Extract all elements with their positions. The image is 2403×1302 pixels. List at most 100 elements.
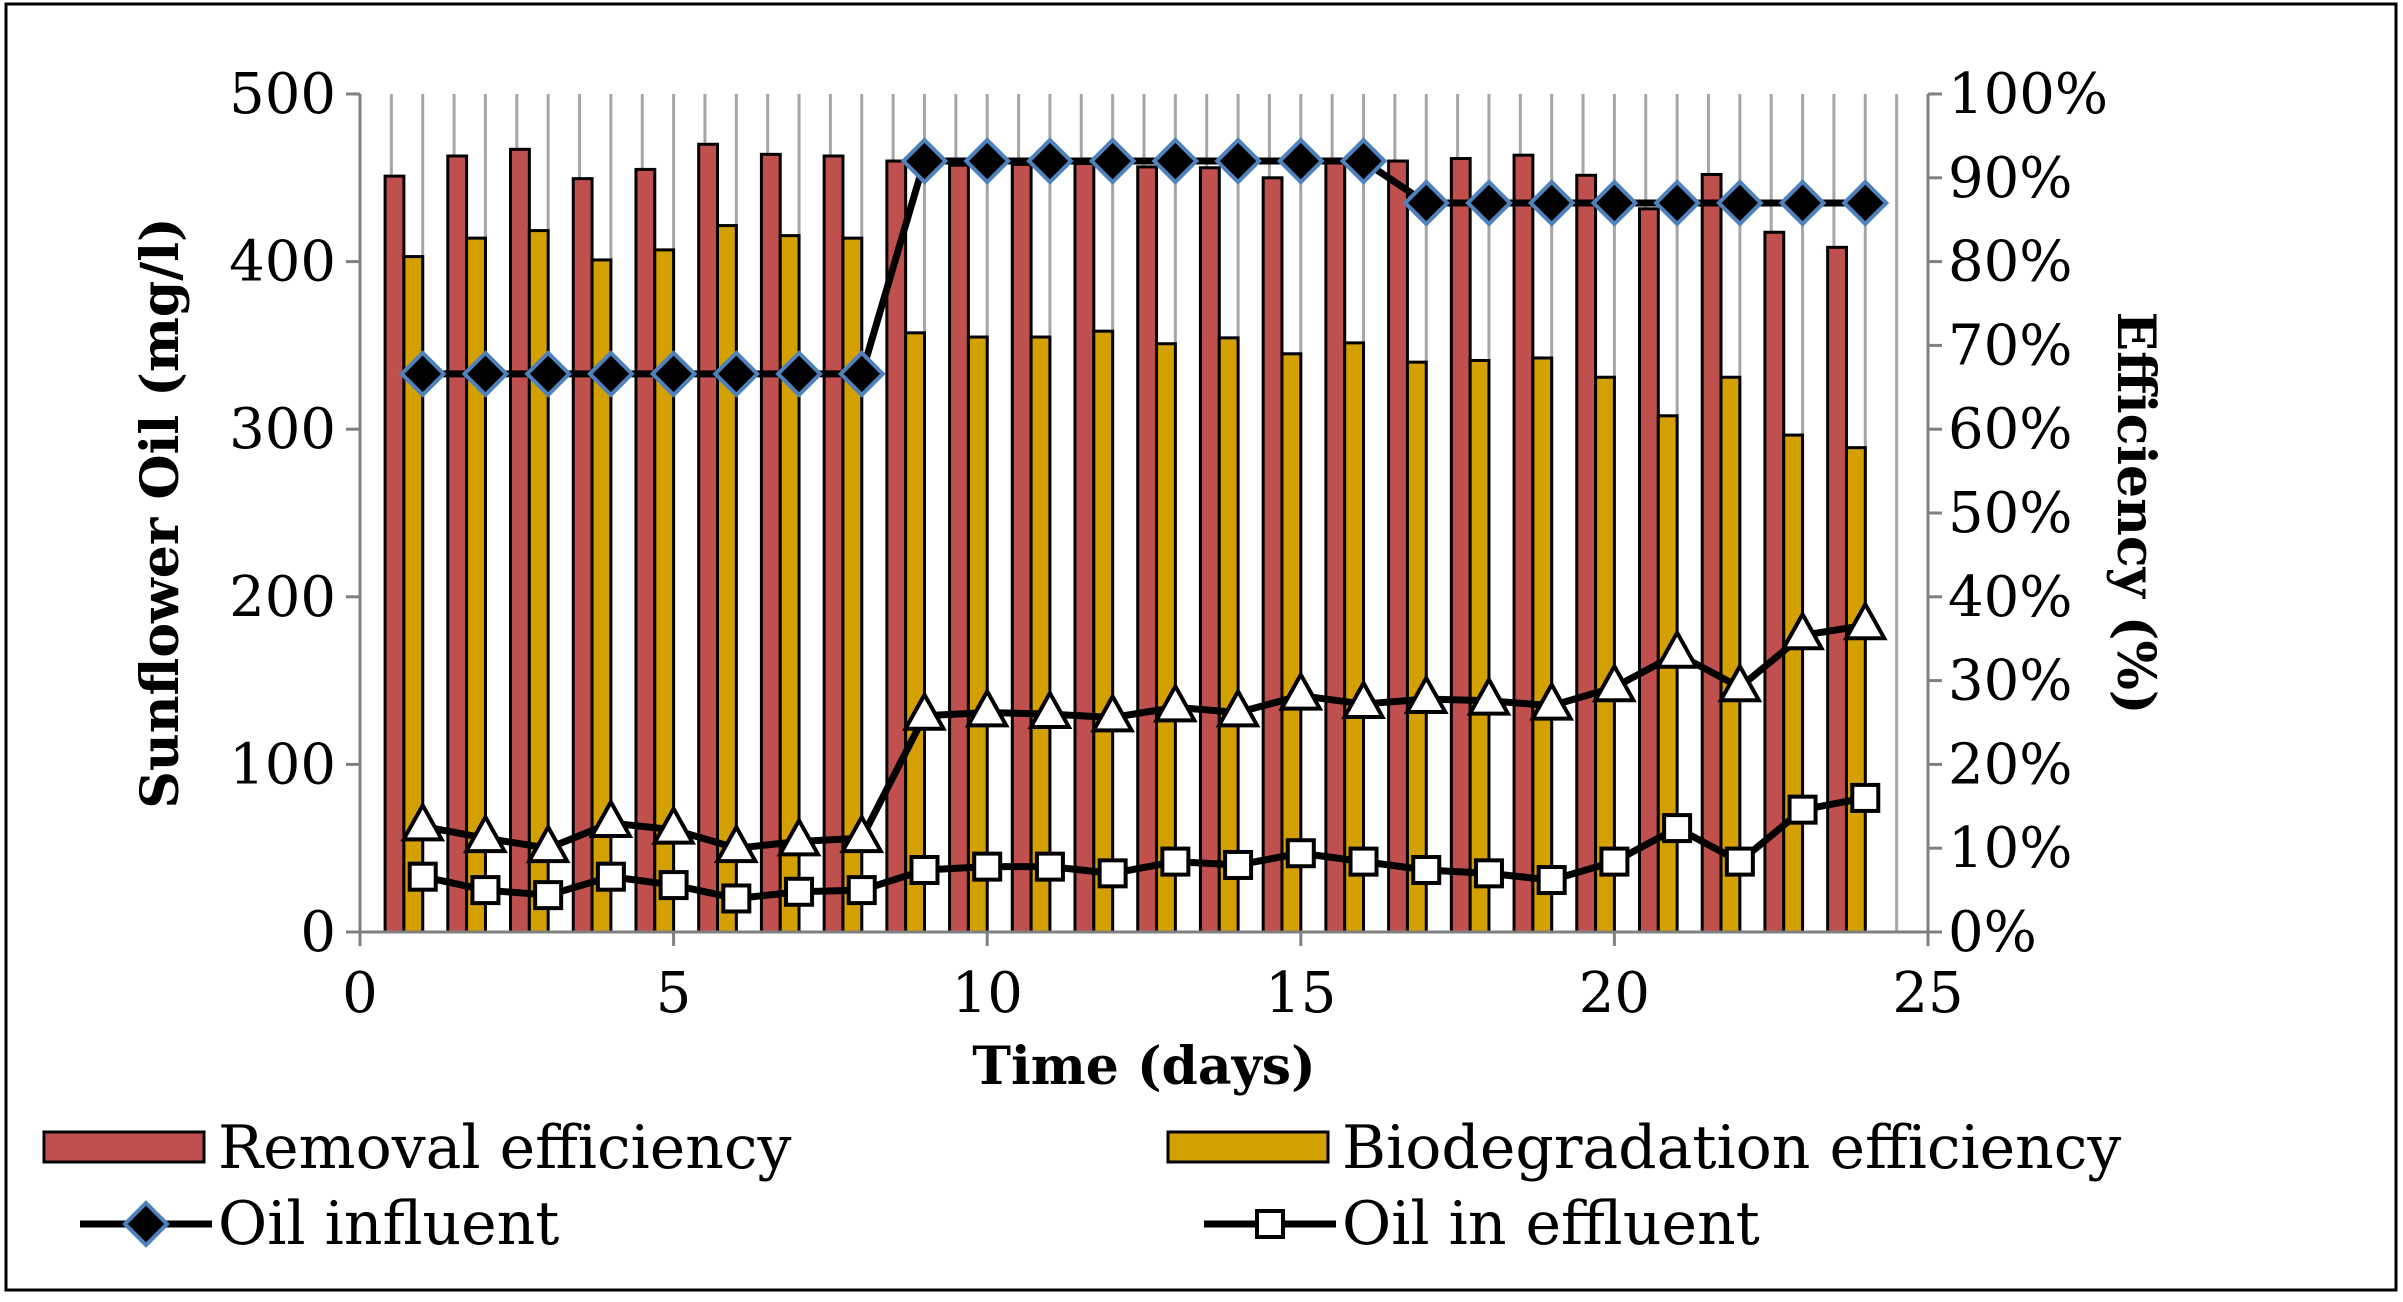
- legend-oil-influent-marker: [122, 1200, 170, 1248]
- left-axis-title: Sunflower Oil (mg/l): [130, 217, 191, 808]
- oil-triangle-series-point: [839, 812, 885, 854]
- oil-in-effluent-point: [407, 861, 438, 892]
- oil-in-effluent-point: [533, 880, 564, 911]
- oil-triangle-series-point: [588, 797, 634, 838]
- oil-in-effluent-point: [658, 870, 689, 901]
- oil-in-effluent-point: [1348, 846, 1379, 877]
- removal-efficiency-bar: [1575, 173, 1598, 934]
- removal-efficiency-bar: [634, 167, 657, 934]
- biodegradation-efficiency-bar: [1343, 341, 1366, 934]
- oil-triangle-series-point: [463, 812, 508, 854]
- oil-in-effluent-point: [1662, 813, 1693, 844]
- right-tick-label: 70%: [1948, 313, 2072, 378]
- x-tick-label: 15: [1265, 961, 1336, 1026]
- biodegradation-efficiency-bar: [1405, 360, 1428, 934]
- oil-influent-point: [1402, 179, 1451, 227]
- oil-in-effluent-point: [972, 851, 1003, 882]
- oil-in-effluent-point: [1411, 854, 1442, 885]
- oil-triangle-series-point: [1780, 610, 1825, 651]
- biodegradation-efficiency-bar: [527, 229, 550, 934]
- oil-influent-point: [1339, 137, 1388, 185]
- oil-triangle-series-point: [1278, 670, 1324, 711]
- removal-efficiency-bar: [571, 177, 594, 934]
- oil-triangle-series-point: [651, 804, 697, 845]
- right-tick-label: 30%: [1948, 649, 2072, 714]
- oil-in-effluent-point: [784, 876, 815, 907]
- right-tick-label: 0%: [1948, 900, 2037, 965]
- oil-triangle-series-point: [1654, 628, 1700, 669]
- oil-triangle-series-point: [1152, 682, 1198, 723]
- legend-biodegradation-efficiency-swatch: [1166, 1130, 1330, 1164]
- oil-triangle-series-point: [776, 816, 822, 857]
- biodegradation-efficiency-bar: [1844, 446, 1867, 934]
- right-tick-label: 60%: [1948, 397, 2072, 462]
- removal-efficiency-bar: [1136, 165, 1159, 934]
- oil-in-effluent-point: [846, 875, 877, 906]
- oil-influent-point: [712, 350, 761, 398]
- legend-oil-in-effluent-label: Oil in effluent: [1342, 1189, 1760, 1259]
- biodegradation-efficiency-bar: [966, 335, 989, 934]
- oil-in-effluent-point: [1536, 865, 1567, 896]
- legend-removal-efficiency-swatch: [42, 1130, 206, 1164]
- removal-efficiency-bar: [1261, 176, 1284, 934]
- legend-oil-influent-label: Oil influent: [218, 1189, 559, 1259]
- oil-influent-point: [1653, 179, 1701, 227]
- biodegradation-efficiency-bar: [1531, 356, 1554, 934]
- oil-influent-point: [1841, 179, 1890, 227]
- biodegradation-efficiency-bar: [904, 331, 926, 934]
- oil-influent-point: [775, 350, 823, 398]
- oil-influent-point: [1465, 179, 1513, 227]
- oil-triangle-series-point: [1842, 600, 1888, 641]
- oil-influent-point: [1590, 179, 1639, 227]
- oil-influent-point: [1716, 179, 1764, 227]
- removal-efficiency-bar: [446, 154, 469, 934]
- oil-in-effluent-point: [1787, 794, 1818, 825]
- oil-influent-point: [461, 350, 510, 398]
- removal-efficiency-bar: [1637, 207, 1660, 934]
- removal-efficiency-bar: [697, 142, 720, 934]
- oil-influent-point: [1276, 137, 1325, 185]
- removal-efficiency-bar: [1512, 153, 1535, 934]
- removal-efficiency-bar: [1198, 166, 1221, 934]
- left-tick-label: 200: [229, 565, 336, 630]
- legend-removal-efficiency-label: Removal efficiency: [218, 1113, 792, 1183]
- removal-efficiency-bar: [948, 163, 970, 934]
- removal-efficiency-bar: [822, 154, 845, 934]
- legend-biodegradation-efficiency-label: Biodegradation efficiency: [1342, 1113, 2121, 1183]
- removal-efficiency-bar: [1700, 172, 1723, 934]
- left-tick-label: 400: [229, 230, 336, 295]
- oil-in-effluent-point: [1724, 846, 1755, 877]
- x-tick-label: 10: [952, 961, 1023, 1026]
- removal-efficiency-bar: [1010, 162, 1033, 934]
- oil-triangle-series-point: [1341, 678, 1386, 719]
- oil-influent-point: [1151, 137, 1200, 185]
- biodegradation-efficiency-bar: [1656, 414, 1679, 934]
- x-tick-label: 0: [342, 961, 378, 1026]
- x-axis-title: Time (days): [972, 1036, 1315, 1097]
- oil-triangle-series-point: [1403, 673, 1449, 714]
- oil-triangle-series-point: [525, 823, 571, 864]
- oil-in-effluent-point: [909, 854, 940, 885]
- oil-triangle-series-point: [1215, 687, 1261, 728]
- removal-efficiency-bar: [1387, 159, 1409, 934]
- biodegradation-efficiency-bar: [1782, 433, 1805, 934]
- oil-in-effluent-point: [1599, 846, 1630, 877]
- left-tick-label: 500: [229, 62, 336, 127]
- oil-in-effluent-point: [1097, 858, 1128, 889]
- right-tick-label: 100%: [1948, 62, 2108, 127]
- oil-influent-point: [398, 350, 447, 398]
- oil-influent-point: [900, 137, 949, 185]
- left-tick-label: 300: [229, 397, 336, 462]
- removal-efficiency-bar: [1324, 161, 1347, 934]
- oil-in-effluent-point: [470, 875, 501, 906]
- left-tick-label: 0: [300, 900, 336, 965]
- oil-triangle-series-point: [902, 690, 947, 731]
- oil-influent-point: [524, 350, 572, 398]
- oil-triangle-series-point: [1591, 662, 1637, 703]
- removal-efficiency-bar: [1826, 245, 1848, 934]
- oil-influent-point: [1778, 179, 1827, 227]
- removal-efficiency-bar: [1449, 157, 1472, 934]
- left-tick-label: 100: [229, 732, 336, 797]
- x-tick-label: 5: [656, 961, 692, 1026]
